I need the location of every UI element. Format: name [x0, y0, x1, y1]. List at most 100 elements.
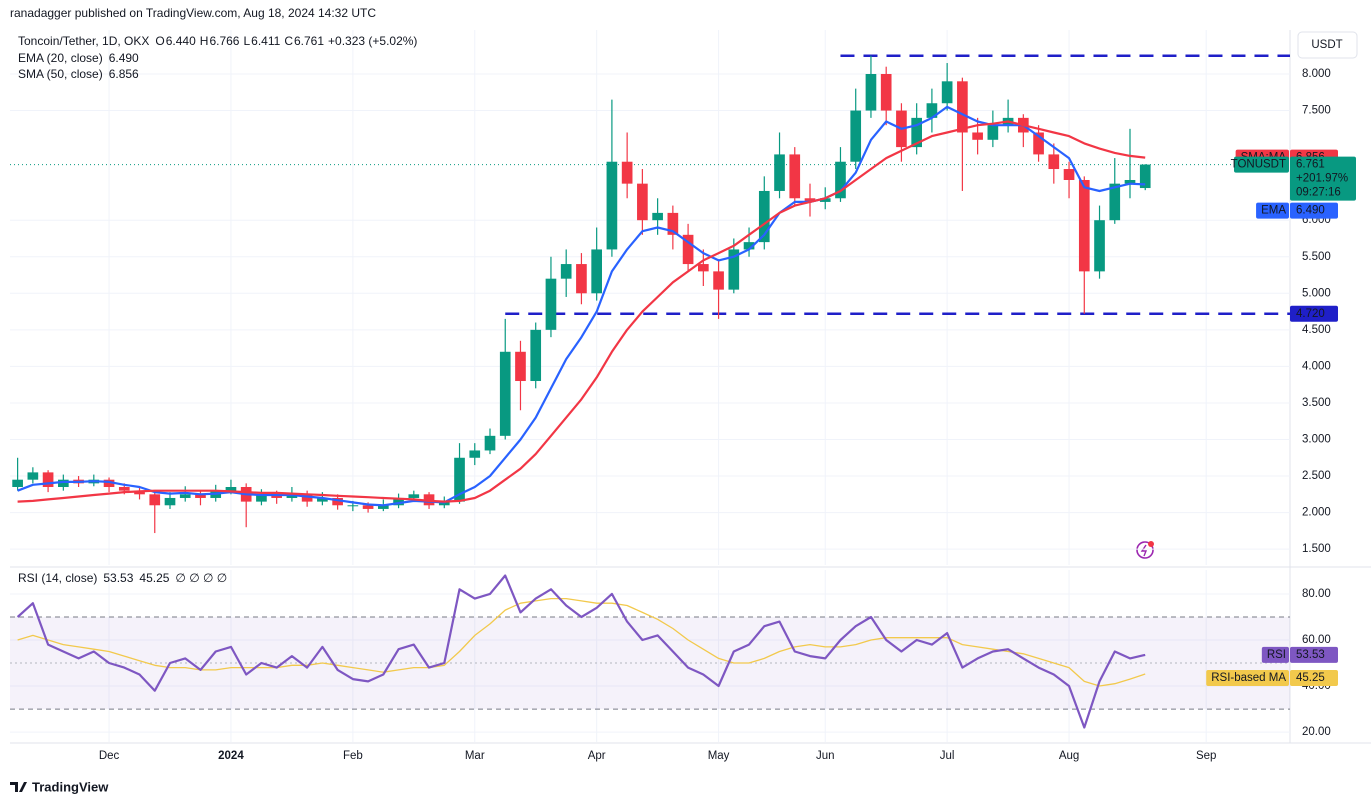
- quote-key: H: [200, 34, 209, 48]
- candle-body: [545, 278, 557, 330]
- y-tick-label: 20.00: [1302, 726, 1331, 738]
- quote-value: 6.411: [251, 34, 280, 48]
- logo-mark: [10, 782, 27, 792]
- y-tick-label: 3.500: [1302, 397, 1331, 409]
- support-tag: 4.720: [1296, 308, 1325, 320]
- tag-name-box: [1206, 669, 1289, 686]
- candle-body: [850, 110, 862, 162]
- x-tick-label: May: [708, 750, 730, 762]
- candle-body: [941, 81, 953, 104]
- candle-body: [880, 74, 892, 111]
- alert-ring[interactable]: [1136, 541, 1154, 559]
- tag-name-box: [1261, 646, 1289, 663]
- candle-body: [179, 494, 191, 498]
- candle-body: [149, 494, 161, 506]
- price-tag: RSI-based MA 45.25: [1206, 669, 1338, 686]
- candle-body: [393, 497, 404, 506]
- x-tick-label: Jun: [816, 750, 835, 762]
- legend-value: 6.490: [109, 51, 139, 65]
- y-tick-label: 60.00: [1302, 634, 1331, 646]
- candle-body: [698, 264, 709, 272]
- alert-dot[interactable]: [1148, 541, 1154, 547]
- candle-body: [728, 249, 740, 290]
- rsi-line: [17, 597, 1146, 687]
- last-tag-change: +201.97%: [1296, 173, 1348, 185]
- y-tick-label: 2.000: [1302, 507, 1331, 519]
- legend-extra: ∅ ∅ ∅ ∅: [175, 571, 227, 585]
- candle-body: [987, 125, 999, 140]
- candle-body: [256, 494, 267, 502]
- alert-icon[interactable]: [1136, 541, 1154, 559]
- candle-body: [957, 81, 968, 133]
- currency[interactable]: USDT: [1311, 39, 1342, 51]
- candle-body: [774, 154, 785, 191]
- candle-body: [789, 154, 801, 199]
- alert-bolt[interactable]: [1140, 544, 1148, 557]
- quote-change: +0.323 (+5.02%): [328, 34, 417, 48]
- candle-body: [27, 472, 39, 480]
- candle-body: [103, 479, 115, 488]
- quote-value: 6.761: [294, 34, 324, 48]
- candle-body: [560, 264, 572, 279]
- candle-body: [332, 497, 343, 506]
- candle-body: [804, 198, 816, 202]
- candle-body: [118, 487, 130, 491]
- y-tick-label: 4.500: [1302, 324, 1331, 336]
- candle-body: [637, 183, 648, 221]
- candle-body: [1094, 220, 1105, 272]
- candle-body: [164, 497, 176, 506]
- tag-name: EMA: [1261, 205, 1286, 217]
- candle-body: [682, 234, 694, 265]
- currency-button[interactable]: [1297, 31, 1358, 59]
- candle-body: [423, 494, 435, 506]
- candle-body: [362, 505, 374, 509]
- candle-body: [972, 132, 983, 140]
- price-tag: EMA 6.490: [1256, 202, 1338, 219]
- candle-body: [621, 161, 633, 184]
- y-tick-label: 7.500: [1302, 105, 1331, 117]
- x-tick-label: Feb: [343, 750, 363, 762]
- candle-body: [12, 479, 23, 488]
- legend-value: 6.856: [109, 67, 139, 81]
- candle-body: [1033, 132, 1044, 155]
- candle-body: [1139, 164, 1151, 189]
- y-tick-label: 2.500: [1302, 470, 1331, 482]
- candle-body: [865, 74, 877, 111]
- candle-body: [484, 435, 496, 451]
- x-tick-label: Dec: [99, 750, 120, 762]
- candle-body: [195, 494, 206, 498]
- tag-value: 53.53: [1296, 649, 1325, 661]
- legend-value: 45.25: [139, 571, 169, 585]
- y-tick-label: 4.000: [1302, 360, 1331, 372]
- quote-value: 6.440: [166, 34, 196, 48]
- candle-body: [58, 479, 69, 488]
- x-tick-label: Mar: [465, 750, 485, 762]
- candle-body: [652, 212, 663, 221]
- candle-body: [42, 472, 54, 488]
- tag-name: RSI: [1267, 649, 1286, 661]
- candle-body: [378, 505, 389, 509]
- candle-body: [271, 494, 282, 498]
- candle-body: [301, 494, 313, 502]
- tag-value: 6.490: [1296, 205, 1325, 217]
- y-tick-label: 3.000: [1302, 434, 1331, 446]
- y-tick-label: 5.000: [1302, 287, 1331, 299]
- candle-body: [1063, 169, 1075, 180]
- candle-body: [758, 190, 770, 243]
- candle-body: [454, 457, 465, 502]
- x-tick-label: 2024: [218, 750, 244, 762]
- candle-body: [408, 494, 420, 498]
- candle-body: [225, 487, 237, 491]
- moving-average-line: [17, 105, 1146, 507]
- candle-body: [926, 103, 938, 118]
- last-tag-countdown: 09:27:16: [1296, 187, 1341, 199]
- last-tag-box: [1290, 156, 1356, 201]
- candle-body: [591, 249, 602, 294]
- x-tick-label: Jul: [940, 750, 955, 762]
- y-tick-label: 8.000: [1302, 68, 1331, 80]
- candle-body: [317, 497, 328, 502]
- candle-body: [469, 450, 481, 458]
- rsi-title: RSI (14, close): [18, 571, 97, 585]
